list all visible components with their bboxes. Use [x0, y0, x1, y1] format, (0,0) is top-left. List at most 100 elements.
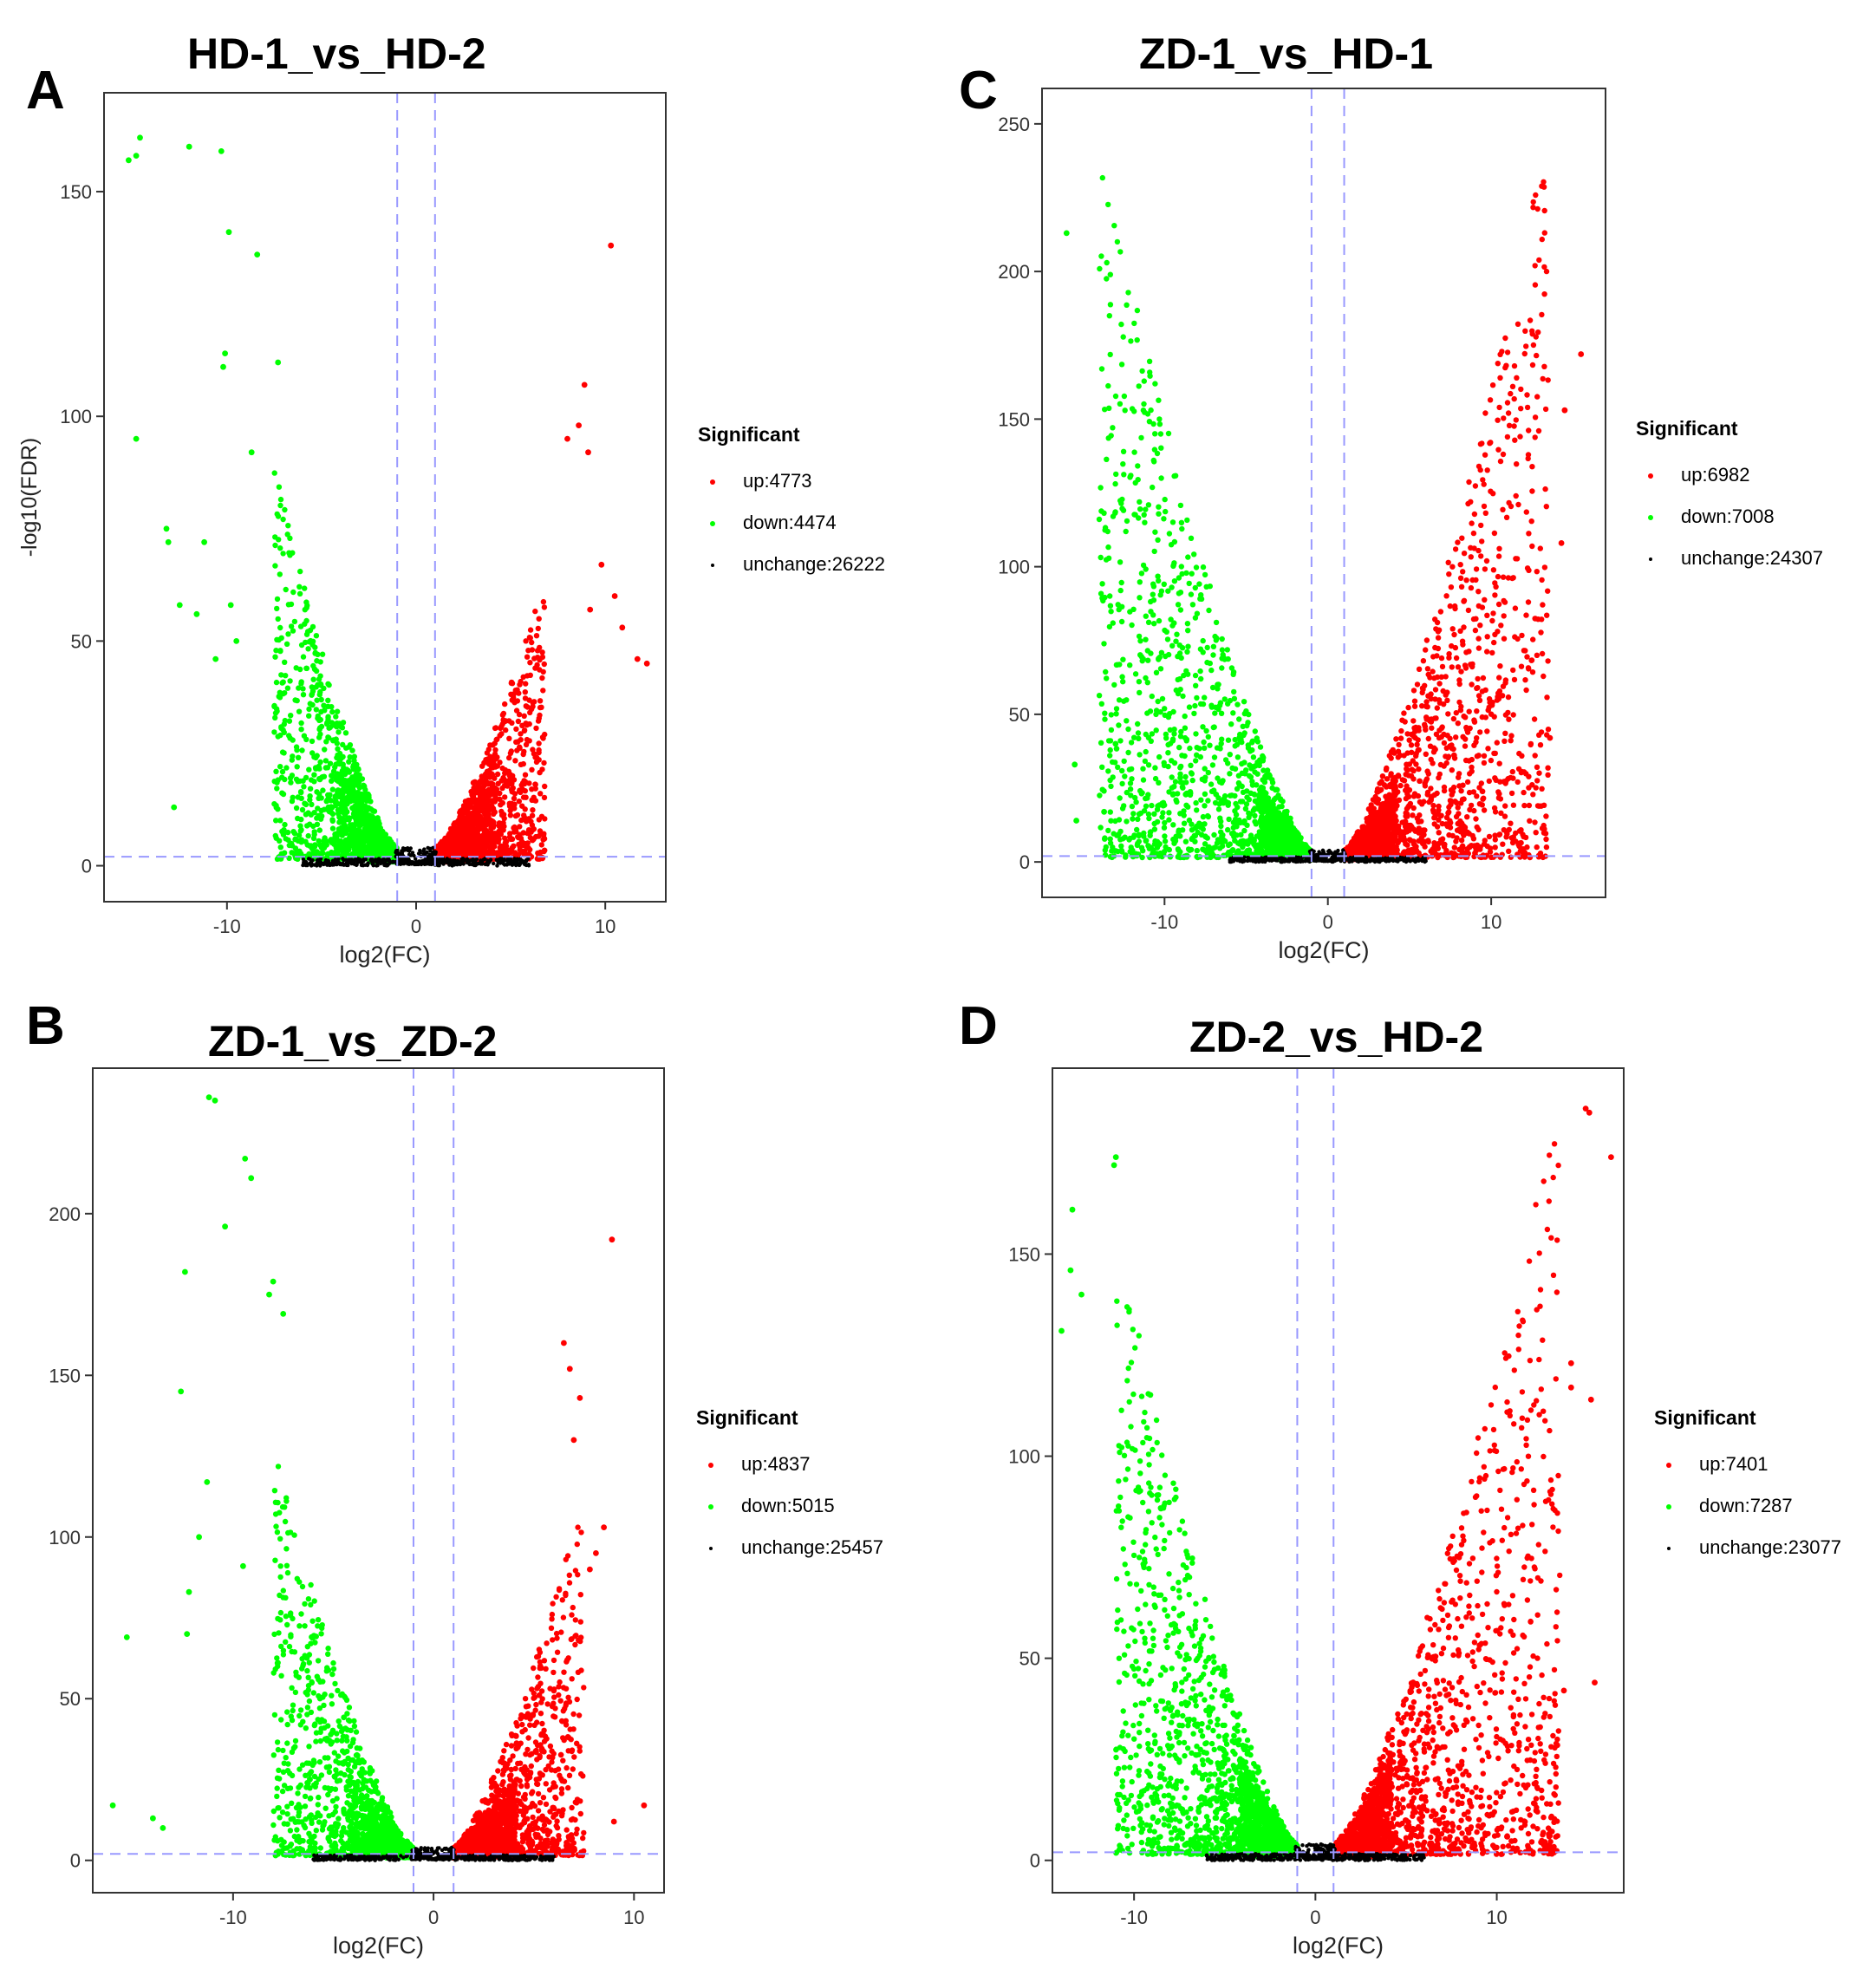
up-point	[1477, 466, 1483, 473]
up-point	[1366, 806, 1373, 812]
up-point	[511, 829, 518, 835]
up-point	[506, 735, 512, 741]
down-point	[354, 846, 360, 852]
up-point	[1437, 609, 1444, 615]
down-point	[295, 815, 301, 822]
up-point	[1443, 760, 1449, 766]
down-point	[319, 845, 326, 852]
down-point	[342, 812, 348, 818]
up-point	[1491, 530, 1498, 537]
down-point	[298, 720, 304, 727]
up-point	[1534, 803, 1541, 809]
up-point	[522, 788, 528, 794]
up-point	[516, 690, 522, 696]
down-point	[362, 820, 368, 827]
up-point	[1388, 773, 1394, 779]
up-point	[1439, 836, 1446, 842]
up-point	[1534, 764, 1541, 770]
up-point	[1479, 604, 1486, 610]
legend-item-up: up:4773	[698, 460, 812, 502]
down-point	[291, 851, 297, 857]
up-point	[1423, 778, 1429, 785]
down-point	[277, 648, 283, 654]
up-point	[457, 836, 463, 842]
unchange-points	[301, 845, 531, 868]
down-point	[338, 844, 344, 851]
unchange-point	[437, 864, 441, 868]
down-point	[276, 636, 282, 643]
up-point	[1410, 688, 1417, 694]
up-point	[541, 794, 548, 801]
up-point	[1447, 825, 1454, 831]
up-point	[1438, 655, 1445, 662]
down-point	[304, 842, 310, 848]
up-point	[1474, 735, 1480, 741]
down-point	[284, 531, 290, 538]
down-point	[273, 818, 279, 824]
up-point	[1529, 488, 1535, 494]
down-point	[278, 725, 284, 731]
up-point	[1522, 328, 1528, 334]
up-point	[1519, 753, 1525, 759]
up-point	[1513, 492, 1519, 499]
up-point	[1425, 693, 1431, 699]
down-point	[318, 682, 324, 688]
up-point	[509, 836, 516, 842]
down-point	[306, 706, 312, 713]
up-point	[1419, 703, 1425, 709]
up-point	[1454, 835, 1460, 841]
up-point	[1430, 848, 1437, 854]
up-point	[1453, 710, 1459, 716]
up-point	[1446, 571, 1452, 577]
up-point	[1410, 793, 1417, 799]
down-point	[272, 563, 278, 569]
up-point	[1415, 737, 1421, 743]
up-point	[1535, 427, 1542, 434]
up-point	[495, 780, 501, 786]
up-point	[1434, 824, 1441, 830]
down-point	[290, 550, 296, 556]
unchange-point	[360, 860, 364, 865]
up-point	[611, 593, 618, 599]
unchange-point	[403, 846, 407, 851]
up-point	[1534, 844, 1540, 851]
down-point	[356, 794, 362, 801]
down-point	[346, 769, 352, 775]
up-point	[1417, 778, 1423, 785]
down-point	[307, 627, 314, 634]
down-point	[337, 793, 343, 799]
up-point	[1453, 655, 1460, 662]
down-point	[277, 732, 283, 739]
up-point	[1514, 461, 1520, 467]
up-point	[1449, 832, 1456, 839]
up-point	[1542, 406, 1549, 413]
up-point	[1409, 749, 1415, 755]
down-point	[365, 791, 371, 798]
up-point	[1433, 715, 1439, 721]
up-point	[1542, 486, 1548, 492]
up-point	[1441, 740, 1448, 747]
up-point	[471, 805, 478, 812]
up-point	[1457, 818, 1463, 825]
down-point	[283, 586, 289, 593]
up-point	[1406, 737, 1412, 743]
up-point	[531, 699, 537, 705]
down-point	[303, 665, 310, 672]
up-point	[1412, 828, 1418, 834]
up-point	[1449, 789, 1456, 795]
down-point	[293, 805, 300, 812]
down-point	[307, 821, 313, 827]
up-point	[1490, 491, 1496, 497]
x-axis-label: log2(FC)	[339, 942, 430, 968]
up-point	[479, 794, 485, 800]
down-point	[316, 726, 322, 733]
down-point	[278, 672, 284, 678]
up-point	[539, 675, 545, 681]
panel-a: A HD-1_vs_HD-2 -10 0 10 0 50 100 150 log2(FC) -l…	[0, 0, 938, 991]
up-point	[1406, 787, 1413, 793]
up-point	[1473, 816, 1479, 822]
up-point	[475, 820, 482, 827]
up-point	[507, 750, 514, 756]
up-point	[1455, 664, 1462, 670]
up-point	[1449, 626, 1456, 632]
